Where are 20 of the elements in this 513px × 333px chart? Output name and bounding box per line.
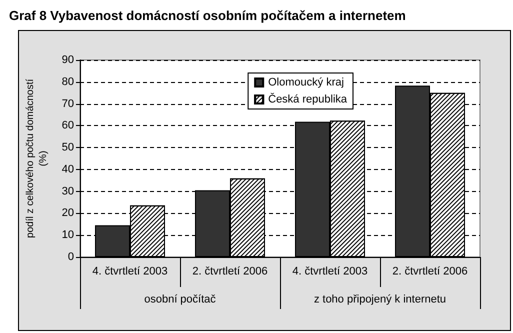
y-tick-label: 30 bbox=[62, 185, 74, 198]
legend-label: Česká republika bbox=[268, 92, 348, 106]
chart-title: Graf 8 Vybavenost domácností osobním počítačem a internetem bbox=[9, 8, 406, 23]
y-tick-label: 60 bbox=[62, 120, 74, 132]
x-tick-label: 2. čtvrtletí 2006 bbox=[192, 266, 268, 278]
y-tick-label: 40 bbox=[62, 163, 74, 176]
y-tick-label: 20 bbox=[62, 207, 74, 220]
text: osobní počítač bbox=[144, 294, 216, 306]
x-tick-label: 4. čtvrtletí 2003 bbox=[92, 266, 168, 278]
x-tick-label: 4. čtvrtletí 2003 bbox=[292, 266, 368, 278]
x-tick-label: 2. čtvrtletí 2006 bbox=[392, 266, 468, 278]
legend-label: Olomoucký kraj bbox=[268, 76, 344, 88]
y-tick-label: 50 bbox=[62, 142, 74, 154]
text: z toho připojený k internetu bbox=[314, 294, 446, 306]
y-tick-label: 90 bbox=[62, 54, 74, 66]
y-axis-title: podíl z celkového počtu domácností (%) bbox=[25, 78, 49, 238]
y-tick-label: 80 bbox=[62, 76, 74, 88]
y-tick-label: 0 bbox=[68, 251, 74, 263]
y-tick-label: 70 bbox=[62, 98, 74, 110]
y-tick-label: 10 bbox=[62, 229, 74, 242]
